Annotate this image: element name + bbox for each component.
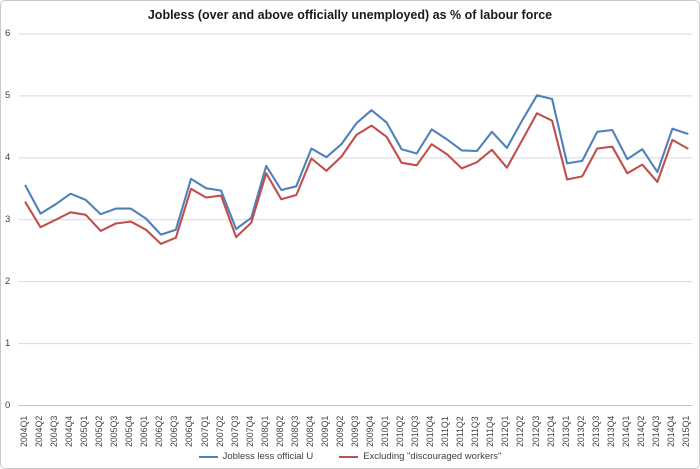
x-tick-label: 2009Q3 xyxy=(349,415,360,447)
y-tick-label: 1 xyxy=(5,337,11,349)
x-tick-label: 2014Q4 xyxy=(665,415,676,447)
x-tick-label: 2013Q2 xyxy=(575,415,586,447)
y-tick-label: 2 xyxy=(5,275,11,287)
y-tick-label: 0 xyxy=(5,399,11,411)
x-tick-label: 2011Q1 xyxy=(440,416,451,447)
legend-line-sample-blue xyxy=(198,455,218,458)
x-tick-label: 2006Q4 xyxy=(184,415,195,447)
x-tick-label: 2010Q3 xyxy=(410,415,421,447)
x-tick-label: 2014Q3 xyxy=(650,415,661,447)
x-tick-label: 2005Q1 xyxy=(79,415,90,447)
x-tick-label: 2008Q3 xyxy=(289,415,300,447)
x-tick-label: 2009Q2 xyxy=(334,415,345,447)
x-tick-label: 2012Q3 xyxy=(530,415,541,447)
legend-item-jobless-less-official-u: Jobless less official U xyxy=(198,451,314,462)
x-tick-label: 2006Q3 xyxy=(169,415,180,447)
x-tick-label: 2008Q4 xyxy=(304,415,315,447)
x-tick-label: 2007Q1 xyxy=(199,415,210,447)
legend-label-excluding-discouraged-workers: Excluding "discouraged workers" xyxy=(363,451,502,462)
x-tick-label: 2012Q2 xyxy=(515,415,526,447)
x-tick-label: 2006Q1 xyxy=(139,415,150,447)
x-tick-label: 2004Q4 xyxy=(64,415,75,447)
x-tick-label: 2011Q3 xyxy=(470,416,481,447)
y-tick-label: 6 xyxy=(5,28,11,39)
x-tick-label: 2014Q2 xyxy=(635,415,646,447)
x-tick-label: 2015Q1 xyxy=(680,415,691,447)
x-tick-label: 2014Q1 xyxy=(620,415,631,447)
y-tick-label: 4 xyxy=(5,151,11,163)
x-tick-label: 2008Q2 xyxy=(274,415,285,447)
series-line-excluding-discouraged-workers xyxy=(24,112,689,245)
y-tick-label: 5 xyxy=(5,89,11,101)
x-tick-label: 2010Q2 xyxy=(395,415,406,447)
x-tick-label: 2005Q2 xyxy=(94,415,105,447)
x-tick-label: 2012Q1 xyxy=(500,415,511,447)
chart-title: Jobless (over and above officially unemp… xyxy=(147,8,553,22)
x-tick-label: 2004Q3 xyxy=(49,415,60,447)
y-tick-label: 3 xyxy=(5,213,11,225)
x-tick-label: 2011Q2 xyxy=(455,416,466,447)
x-tick-label: 2007Q3 xyxy=(229,415,240,447)
x-tick-label: 2005Q3 xyxy=(109,415,120,447)
x-tick-label: 2004Q1 xyxy=(19,415,29,447)
legend: Jobless less official U Excluding "disco… xyxy=(1,451,699,462)
x-tick-label: 2013Q3 xyxy=(590,415,601,447)
x-tick-label: 2005Q4 xyxy=(124,415,135,447)
x-tick-label: 2008Q1 xyxy=(259,415,270,447)
x-tick-label: 2011Q4 xyxy=(485,416,496,447)
x-tick-label: 2009Q4 xyxy=(365,415,376,447)
x-tick-label: 2010Q1 xyxy=(380,415,391,447)
x-tick-label: 2013Q4 xyxy=(605,415,616,447)
x-tick-label: 2006Q2 xyxy=(154,415,165,447)
x-tick-label: 2013Q1 xyxy=(560,415,571,447)
x-tick-label: 2012Q4 xyxy=(545,415,556,447)
legend-label-jobless-less-official-u: Jobless less official U xyxy=(222,451,314,462)
legend-item-excluding-discouraged-workers: Excluding "discouraged workers" xyxy=(339,451,501,462)
legend-line-sample-red xyxy=(339,455,359,458)
series-line-jobless-less-official-u xyxy=(24,94,689,236)
x-tick-label: 2007Q4 xyxy=(244,415,255,447)
x-tick-label: 2004Q2 xyxy=(34,415,45,447)
x-tick-label: 2010Q4 xyxy=(425,415,436,447)
x-tick-label: 2007Q2 xyxy=(214,415,225,447)
x-tick-label: 2009Q1 xyxy=(319,415,330,447)
